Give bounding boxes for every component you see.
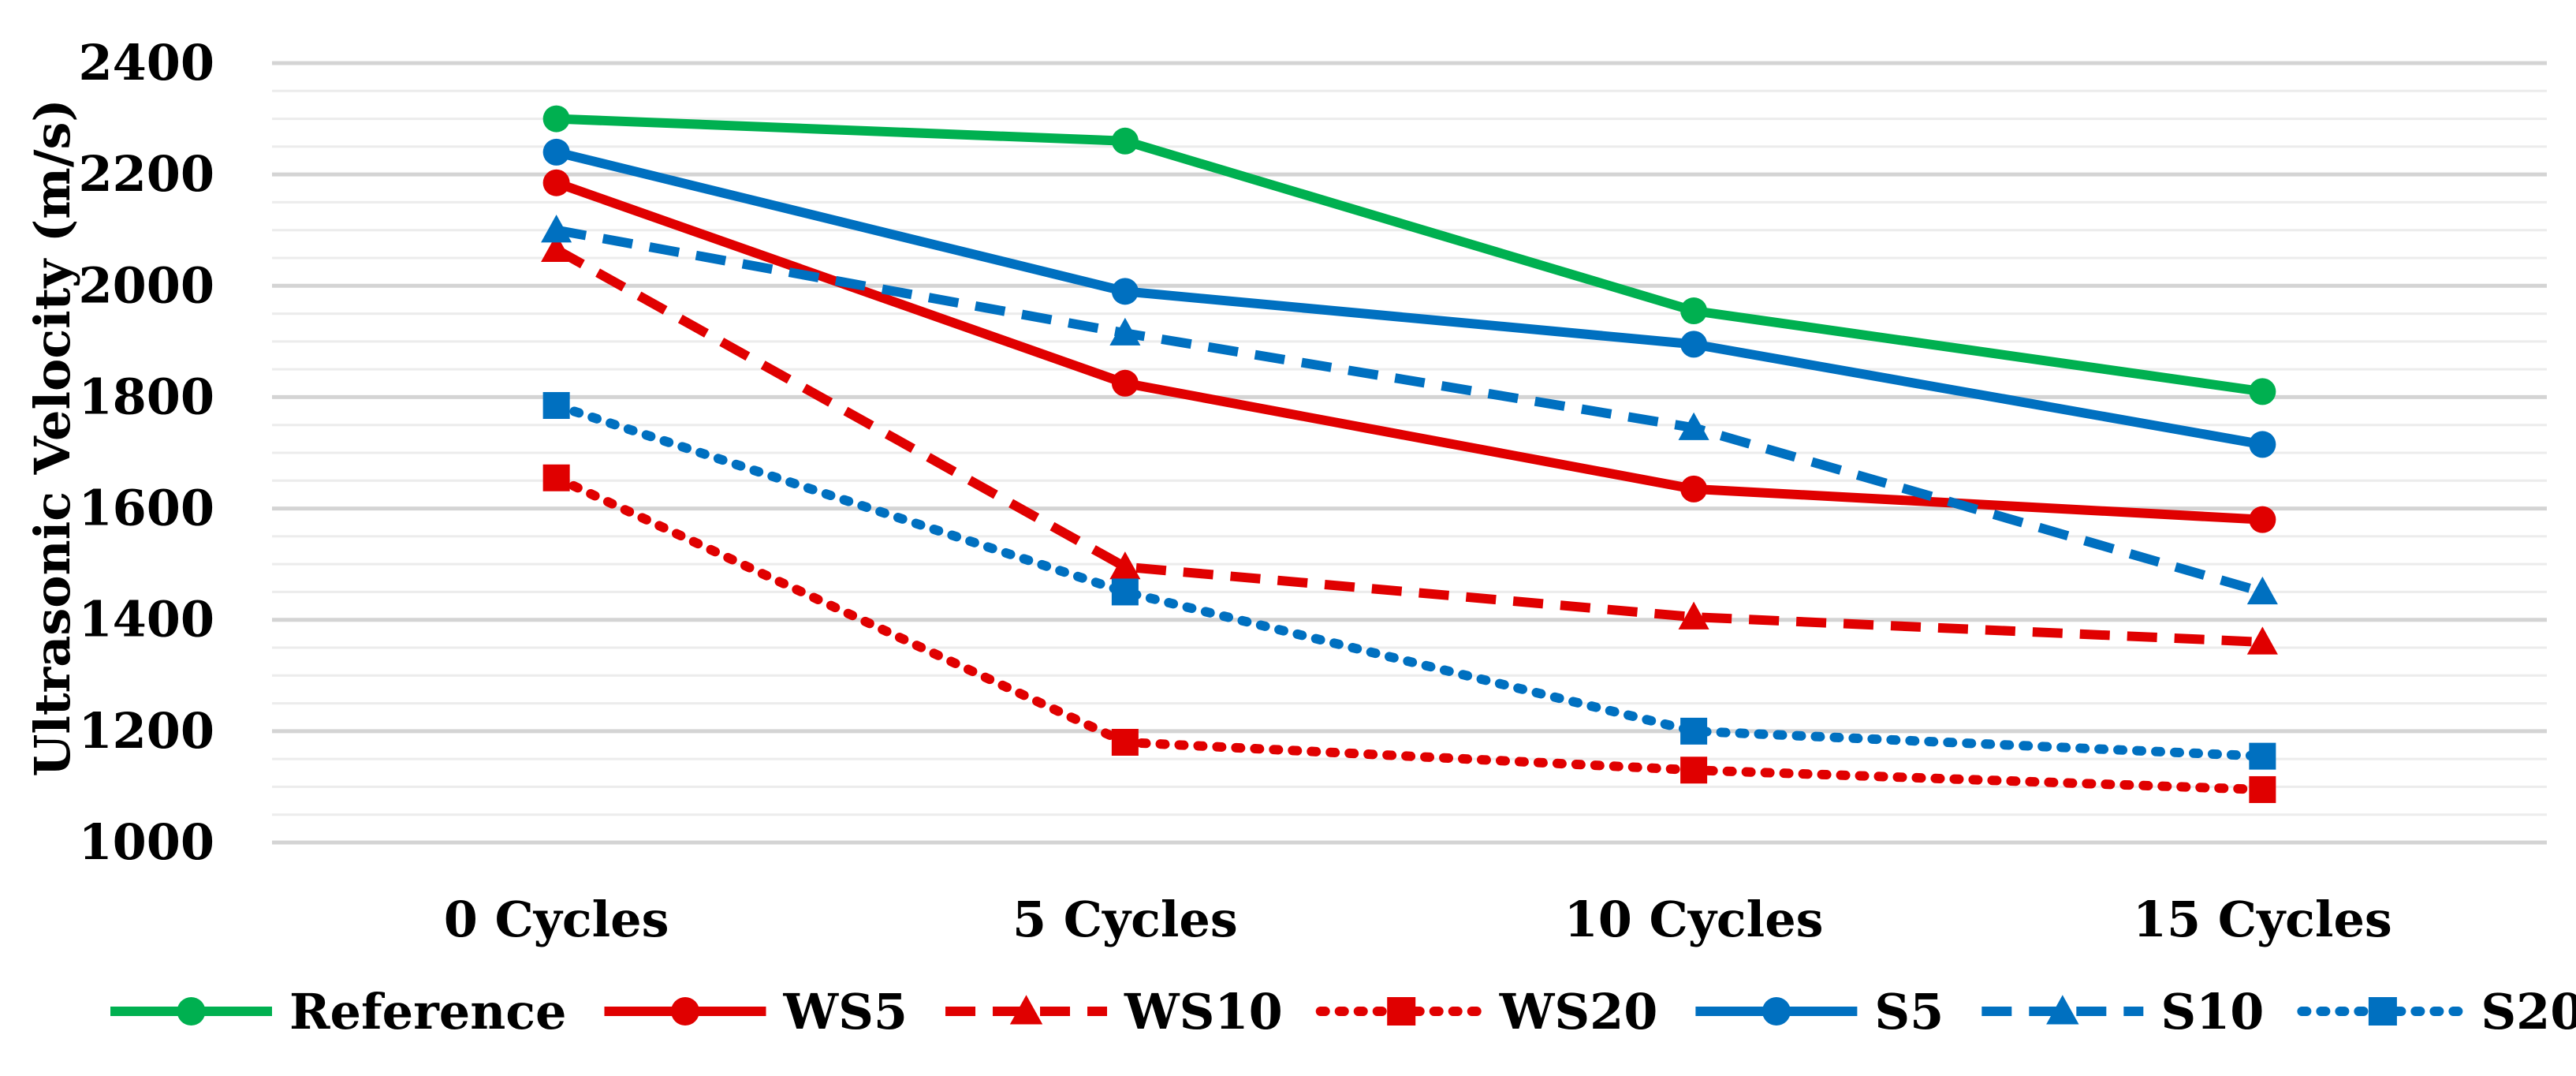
legend-item: WS20 — [1315, 983, 1658, 1041]
legend-label: S10 — [2160, 983, 2264, 1041]
x-tick-label: 0 Cycles — [444, 891, 669, 948]
y-axis-label: Ultrasonic Velocity (m/s) — [24, 99, 81, 776]
data-point — [1109, 317, 1141, 346]
data-point — [1761, 997, 1791, 1026]
data-point — [1680, 297, 1708, 325]
series-line — [556, 114, 2264, 397]
data-point — [542, 169, 570, 196]
data-point — [542, 464, 570, 491]
data-point — [2046, 995, 2079, 1025]
data-point — [1678, 412, 1709, 440]
y-tick-label: 1000 — [78, 813, 214, 871]
data-point — [2368, 997, 2397, 1026]
legend-label: WS5 — [782, 983, 908, 1041]
data-point — [542, 105, 570, 133]
data-point — [1111, 578, 1139, 606]
data-point — [1111, 127, 1139, 155]
series-line — [551, 473, 2268, 794]
data-point — [2246, 576, 2278, 605]
data-point — [1680, 475, 1708, 503]
x-tick-label: 10 Cycles — [1564, 891, 1824, 948]
legend: Reference WS5 WS10 WS20 S5 S10 S20 — [110, 983, 2576, 1041]
data-point — [2249, 506, 2276, 533]
data-point — [541, 215, 572, 243]
series-lines — [541, 105, 2278, 803]
data-point — [670, 997, 699, 1026]
series-reference — [542, 105, 2276, 405]
y-tick-label: 1400 — [78, 591, 214, 648]
legend-item: Reference — [110, 983, 566, 1041]
legend-label: Reference — [289, 983, 566, 1041]
series-ws10 — [541, 234, 2278, 655]
x-axis-ticks: 0 Cycles 5 Cycles 10 Cycles 15 Cycles — [444, 891, 2392, 948]
y-tick-label: 1600 — [78, 480, 214, 537]
data-point — [1387, 997, 1416, 1026]
data-point — [2249, 378, 2276, 405]
data-point — [1009, 995, 1043, 1025]
series-s10 — [541, 215, 2278, 605]
data-point — [1111, 728, 1139, 756]
data-point — [2249, 431, 2276, 458]
x-tick-label: 5 Cycles — [1012, 891, 1238, 948]
data-point — [1678, 601, 1709, 630]
data-point — [1111, 278, 1139, 305]
data-point — [1680, 757, 1708, 784]
data-point — [1680, 331, 1708, 358]
data-point — [2246, 626, 2278, 655]
series-line — [555, 148, 2264, 450]
series-line — [554, 245, 2263, 647]
data-point — [1680, 717, 1708, 745]
y-tick-label: 2200 — [78, 145, 214, 203]
legend-item: S20 — [2297, 983, 2576, 1041]
data-point — [541, 234, 572, 263]
legend-label: S20 — [2481, 983, 2576, 1041]
series-ws20 — [542, 464, 2276, 803]
data-point — [177, 997, 206, 1026]
data-point — [1111, 369, 1139, 397]
gridlines — [272, 61, 2547, 845]
data-point — [542, 392, 570, 420]
data-point — [2249, 775, 2276, 803]
data-point — [1109, 551, 1141, 580]
series-line — [555, 225, 2265, 597]
y-axis-ticks: 1000 1200 1400 1600 1800 2000 2200 2400 — [78, 34, 214, 871]
y-tick-label: 2000 — [78, 256, 214, 314]
legend-item: WS5 — [604, 983, 908, 1041]
series-s5 — [542, 138, 2276, 458]
data-point — [542, 138, 570, 166]
series-line — [551, 401, 2268, 761]
y-tick-label: 1200 — [78, 702, 214, 760]
legend-label: WS10 — [1124, 983, 1283, 1041]
legend-item: S10 — [1981, 983, 2264, 1041]
y-tick-label: 1800 — [78, 368, 214, 425]
legend-label: WS20 — [1499, 983, 1658, 1041]
data-point — [2249, 742, 2276, 770]
legend-item: WS10 — [945, 983, 1283, 1041]
x-tick-label: 15 Cycles — [2133, 891, 2392, 948]
legend-label: S5 — [1874, 983, 1944, 1041]
series-s20 — [542, 392, 2276, 770]
legend-item: S5 — [1695, 983, 1944, 1041]
y-tick-label: 2400 — [78, 34, 214, 92]
